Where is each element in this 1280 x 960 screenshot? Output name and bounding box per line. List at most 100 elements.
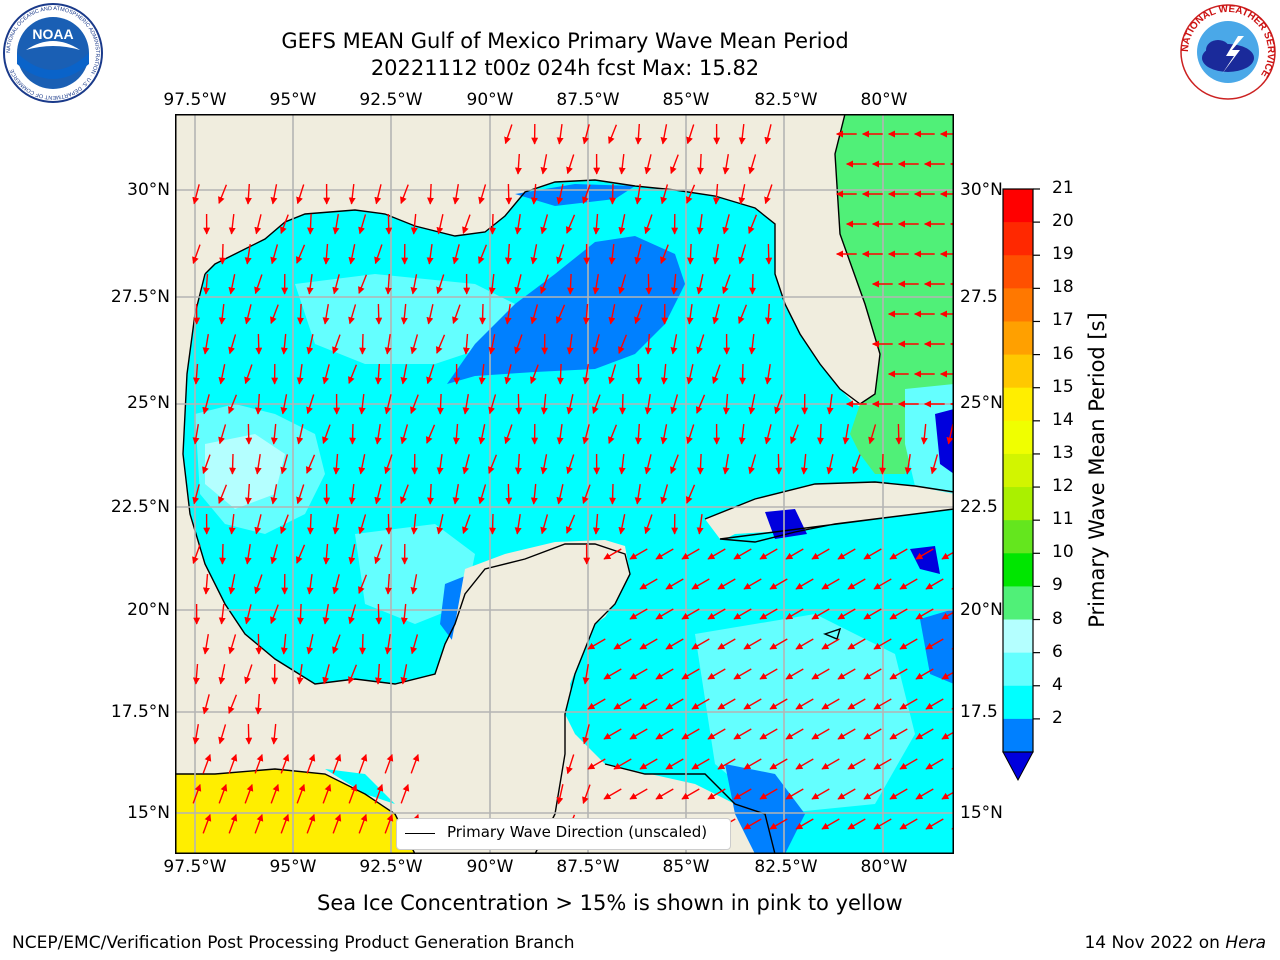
wave-arrow bbox=[655, 668, 674, 680]
wave-arrow bbox=[540, 154, 548, 175]
wave-arrow bbox=[852, 454, 861, 475]
wave-arrow bbox=[587, 698, 606, 710]
wave-arrow bbox=[863, 788, 882, 800]
wave-arrow bbox=[592, 273, 600, 295]
wave-arrow bbox=[681, 608, 700, 620]
wave-arrow bbox=[332, 753, 342, 774]
wave-arrow bbox=[712, 183, 720, 205]
wave-arrow bbox=[322, 783, 332, 804]
wave-arrow bbox=[879, 453, 887, 475]
wave-arrow bbox=[514, 513, 522, 535]
wave-arrow bbox=[462, 393, 470, 415]
wave-arrow bbox=[348, 484, 356, 505]
wave-arrow bbox=[795, 638, 814, 650]
wave-arrow bbox=[254, 813, 264, 834]
wave-arrow bbox=[566, 334, 574, 355]
wave-arrow bbox=[375, 303, 383, 325]
wave-arrow bbox=[811, 788, 830, 800]
wave-arrow bbox=[505, 483, 513, 505]
wave-arrow bbox=[374, 244, 383, 265]
wave-arrow bbox=[270, 723, 278, 745]
wave-arrow bbox=[644, 154, 652, 175]
wave-arrow bbox=[925, 818, 944, 830]
wave-arrow bbox=[681, 788, 700, 800]
wave-arrow bbox=[254, 393, 262, 415]
wave-arrow bbox=[254, 693, 262, 715]
wave-arrow bbox=[925, 578, 944, 590]
wave-arrow bbox=[202, 633, 210, 655]
wave-arrow bbox=[530, 244, 538, 265]
wave-arrow bbox=[587, 638, 606, 650]
wave-arrow bbox=[644, 454, 652, 475]
wave-arrow bbox=[743, 818, 762, 830]
wave-arrow bbox=[686, 304, 694, 325]
wave-arrow bbox=[920, 423, 928, 445]
colorbar-tick-label: 17 bbox=[1052, 310, 1074, 331]
wave-arrow bbox=[504, 124, 513, 145]
wave-arrow bbox=[800, 453, 808, 475]
colorbar-swatches bbox=[1003, 189, 1033, 753]
wave-arrow bbox=[296, 244, 306, 264]
wave-arrow bbox=[863, 728, 882, 740]
wave-arrow bbox=[608, 304, 616, 325]
wave-arrow bbox=[218, 304, 226, 325]
wave-arrow bbox=[826, 394, 834, 415]
wave-arrow bbox=[296, 364, 304, 385]
wave-arrow bbox=[691, 578, 710, 590]
wave-arrow bbox=[660, 484, 669, 505]
wave-arrow bbox=[759, 668, 778, 680]
wave-arrow bbox=[462, 514, 471, 535]
wave-arrow bbox=[244, 783, 254, 804]
wave-arrow bbox=[296, 424, 304, 445]
wave-arrow bbox=[436, 274, 445, 295]
colorbar-tick-marks bbox=[1033, 188, 1040, 720]
wave-arrow bbox=[915, 548, 934, 560]
wave-arrow bbox=[374, 423, 382, 445]
wave-arrow bbox=[384, 633, 392, 655]
wave-arrow bbox=[837, 728, 856, 740]
wave-arrow bbox=[764, 184, 773, 205]
wave-arrow bbox=[254, 753, 264, 774]
wave-arrow bbox=[717, 698, 736, 710]
wave-arrow bbox=[904, 453, 912, 475]
wave-arrow bbox=[821, 758, 840, 770]
wave-arrow bbox=[228, 574, 236, 595]
wave-arrow bbox=[566, 273, 574, 295]
wave-arrow bbox=[270, 544, 279, 565]
wave-arrow bbox=[400, 783, 410, 804]
wave-arrow bbox=[280, 813, 290, 834]
atlantic-east-cyan bbox=[905, 384, 954, 494]
wave-arrow bbox=[764, 303, 772, 325]
x-tick-top: 80°W bbox=[860, 90, 908, 110]
wave-arrow bbox=[359, 633, 367, 655]
wave-arrow bbox=[821, 578, 840, 590]
wave-arrow bbox=[717, 758, 736, 770]
wave-arrow bbox=[514, 213, 522, 235]
wave-arrow bbox=[374, 663, 382, 685]
y-tick-left: 20°N bbox=[127, 600, 170, 620]
wave-arrow bbox=[219, 243, 227, 265]
wave-arrow bbox=[426, 424, 436, 444]
wave-arrow bbox=[488, 274, 496, 295]
wave-arrow bbox=[686, 484, 696, 504]
wave-arrow bbox=[696, 153, 704, 175]
wave-arrow bbox=[348, 304, 357, 325]
x-tick-top: 92.5°W bbox=[359, 90, 423, 110]
wave-arrow bbox=[374, 184, 382, 205]
wave-arrow bbox=[847, 578, 866, 590]
wave-arrow bbox=[218, 783, 228, 804]
wave-arrow bbox=[358, 813, 368, 834]
wave-arrow bbox=[426, 244, 434, 265]
x-tick-top: 97.5°W bbox=[163, 90, 227, 110]
chart-title-line2: 20221112 t00z 024h fcst Max: 15.82 bbox=[370, 56, 760, 80]
colorbar-tick-label: 14 bbox=[1052, 409, 1074, 430]
colorbar-swatch bbox=[1003, 586, 1033, 621]
wave-arrow bbox=[244, 183, 252, 205]
wave-arrow bbox=[686, 124, 695, 145]
wave-arrow bbox=[644, 214, 653, 235]
wave-arrow bbox=[863, 608, 882, 620]
wave-arrow bbox=[748, 394, 756, 415]
wave-arrow bbox=[384, 813, 394, 834]
wave-arrow bbox=[691, 758, 710, 770]
wave-arrow bbox=[665, 638, 684, 650]
